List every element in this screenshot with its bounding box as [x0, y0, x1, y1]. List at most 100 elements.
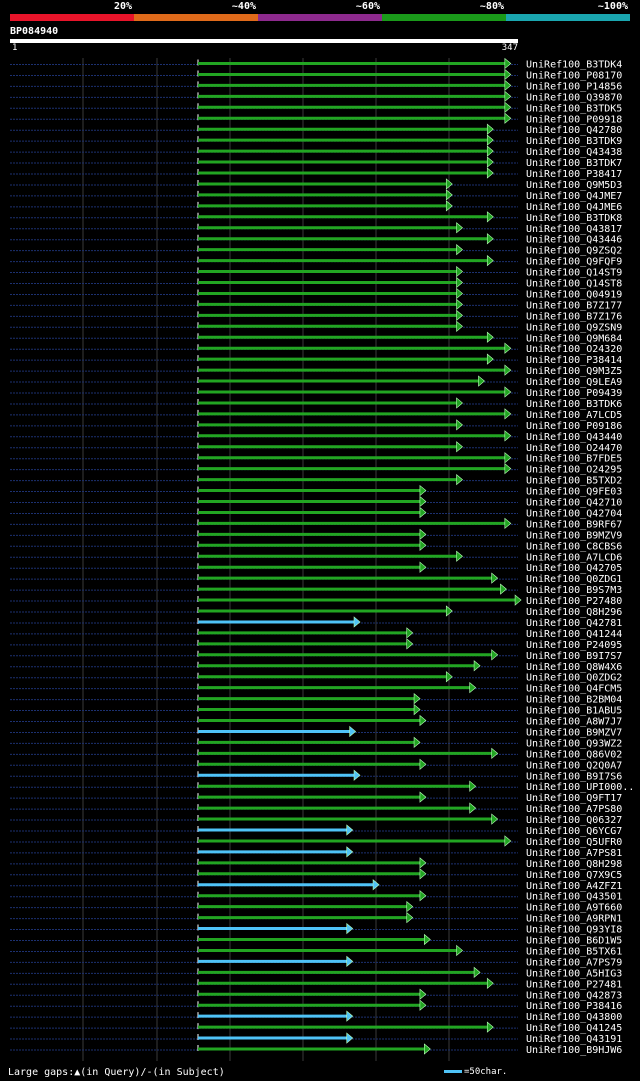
hit-row[interactable]: UniRef100_Q2Q0A7: [10, 758, 622, 771]
hit-label[interactable]: UniRef100_P09186: [526, 421, 622, 432]
hit-label[interactable]: UniRef100_B3TDK6: [526, 399, 622, 410]
hit-row[interactable]: UniRef100_P38416: [10, 999, 622, 1012]
hit-row[interactable]: UniRef100_B3TDK9: [10, 134, 622, 147]
hit-label[interactable]: UniRef100_Q4FCM5: [526, 684, 622, 695]
hit-row[interactable]: UniRef100_Q9FQF9: [10, 254, 622, 268]
hit-label[interactable]: UniRef100_B9S7M3: [526, 585, 622, 596]
hit-row[interactable]: UniRef100_P24095: [10, 638, 622, 651]
hit-row[interactable]: UniRef100_Q42710: [10, 495, 622, 509]
hit-row[interactable]: UniRef100_Q04919: [10, 287, 622, 300]
hit-label[interactable]: UniRef100_A9T660: [526, 903, 622, 914]
hit-row[interactable]: UniRef100_A9T660: [10, 901, 622, 914]
hit-row[interactable]: UniRef100_Q43800: [10, 1010, 622, 1023]
hit-row[interactable]: UniRef100_A7LCD6: [10, 550, 622, 563]
hit-label[interactable]: UniRef100_P24095: [526, 640, 622, 651]
hit-row[interactable]: UniRef100_B6D1W5: [10, 933, 622, 947]
hit-row[interactable]: UniRef100_Q42873: [10, 988, 622, 1001]
hit-row[interactable]: UniRef100_Q9ZSQ2: [10, 244, 622, 257]
hit-label[interactable]: UniRef100_Q93WZ2: [526, 738, 622, 749]
hit-row[interactable]: UniRef100_A7PS81: [10, 846, 622, 859]
hit-row[interactable]: UniRef100_Q0ZDG1: [10, 572, 622, 585]
hit-label[interactable]: UniRef100_P14856: [526, 81, 622, 92]
hit-row[interactable]: UniRef100_B9RF67: [10, 517, 622, 530]
hit-row[interactable]: UniRef100_P38414: [10, 353, 622, 366]
hit-row[interactable]: UniRef100_B9MZV7: [10, 725, 622, 738]
hit-row[interactable]: UniRef100_Q14ST8: [10, 276, 622, 290]
hit-label[interactable]: UniRef100_A7LCD5: [526, 410, 622, 421]
hit-row[interactable]: UniRef100_UPI000..: [10, 780, 634, 793]
hit-row[interactable]: UniRef100_P09186: [10, 419, 622, 432]
hit-label[interactable]: UniRef100_B1ABU5: [526, 706, 622, 717]
hit-label[interactable]: UniRef100_B6D1W5: [526, 936, 622, 947]
hit-label[interactable]: UniRef100_Q41244: [526, 629, 622, 640]
hit-row[interactable]: UniRef100_A7PS80: [10, 802, 622, 815]
hit-row[interactable]: UniRef100_B3TDK4: [10, 57, 622, 71]
hit-label[interactable]: UniRef100_B7Z176: [526, 311, 622, 322]
hit-row[interactable]: UniRef100_Q4JME7: [10, 189, 622, 202]
hit-row[interactable]: UniRef100_P08170: [10, 68, 622, 81]
hit-row[interactable]: UniRef100_Q0ZDG2: [10, 671, 622, 684]
hit-label[interactable]: UniRef100_Q9FE03: [526, 487, 622, 498]
hit-label[interactable]: UniRef100_B3TDK4: [526, 60, 622, 71]
hit-row[interactable]: UniRef100_O24320: [10, 342, 622, 355]
hit-row[interactable]: UniRef100_B3TDK5: [10, 101, 622, 114]
hit-row[interactable]: UniRef100_C8CBS6: [10, 539, 622, 552]
hit-label[interactable]: UniRef100_A9RPN1: [526, 914, 622, 925]
hit-row[interactable]: UniRef100_Q43440: [10, 430, 622, 443]
hit-label[interactable]: UniRef100_Q43440: [526, 432, 622, 443]
hit-row[interactable]: UniRef100_Q43501: [10, 890, 622, 903]
hit-label[interactable]: UniRef100_P08170: [526, 70, 622, 81]
hit-row[interactable]: UniRef100_A5HIG3: [10, 966, 622, 979]
hit-label[interactable]: UniRef100_Q9ZSQ2: [526, 246, 622, 257]
hit-row[interactable]: UniRef100_P38417: [10, 167, 622, 180]
hit-label[interactable]: UniRef100_Q41245: [526, 1023, 622, 1034]
hit-label[interactable]: UniRef100_Q14ST8: [526, 279, 622, 290]
hit-row[interactable]: UniRef100_O24295: [10, 463, 622, 476]
hit-row[interactable]: UniRef100_Q14ST9: [10, 265, 622, 279]
hit-label[interactable]: UniRef100_Q42781: [526, 618, 622, 629]
hit-label[interactable]: UniRef100_Q8H298: [526, 859, 622, 870]
hit-label[interactable]: UniRef100_Q42710: [526, 498, 622, 509]
hit-label[interactable]: UniRef100_Q9FQF9: [526, 257, 622, 268]
hit-label[interactable]: UniRef100_Q43817: [526, 224, 622, 235]
hit-row[interactable]: UniRef100_B2BM04: [10, 692, 622, 706]
hit-label[interactable]: UniRef100_Q06327: [526, 815, 622, 826]
hit-row[interactable]: UniRef100_B7Z177: [10, 298, 622, 311]
hit-label[interactable]: UniRef100_B7Z177: [526, 300, 622, 311]
hit-label[interactable]: UniRef100_B9HJW6: [526, 1045, 622, 1056]
hit-row[interactable]: UniRef100_Q8H298: [10, 857, 622, 870]
hit-label[interactable]: UniRef100_P27481: [526, 979, 622, 990]
hit-row[interactable]: UniRef100_Q9M3Z5: [10, 364, 622, 377]
hit-row[interactable]: UniRef100_B9I7S6: [10, 769, 622, 782]
hit-label[interactable]: UniRef100_Q42873: [526, 990, 622, 1001]
hit-label[interactable]: UniRef100_A8W7J7: [526, 717, 622, 728]
hit-label[interactable]: UniRef100_O24295: [526, 465, 622, 476]
hit-row[interactable]: UniRef100_A4ZFZ1: [10, 879, 622, 892]
hit-label[interactable]: UniRef100_O24470: [526, 443, 622, 454]
hit-label[interactable]: UniRef100_Q7X9C5: [526, 870, 622, 881]
hit-row[interactable]: UniRef100_Q4JME6: [10, 200, 622, 213]
hit-row[interactable]: UniRef100_B3TDK6: [10, 397, 622, 410]
hit-label[interactable]: UniRef100_Q0ZDG2: [526, 673, 622, 684]
hit-row[interactable]: UniRef100_Q6YCG7: [10, 824, 622, 837]
hit-label[interactable]: UniRef100_P38417: [526, 169, 622, 180]
hit-label[interactable]: UniRef100_Q9LEA9: [526, 377, 622, 388]
hit-label[interactable]: UniRef100_Q86V02: [526, 749, 622, 760]
hit-row[interactable]: UniRef100_Q39870: [10, 90, 622, 103]
hit-label[interactable]: UniRef100_A4ZFZ1: [526, 881, 622, 892]
hit-label[interactable]: UniRef100_B5TX61: [526, 946, 622, 957]
hit-label[interactable]: UniRef100_A7PS81: [526, 848, 622, 859]
hit-label[interactable]: UniRef100_A5HIG3: [526, 968, 622, 979]
hit-label[interactable]: UniRef100_Q9ZSN9: [526, 322, 622, 333]
hit-row[interactable]: UniRef100_A7LCD5: [10, 408, 622, 421]
hit-row[interactable]: UniRef100_B9MZV9: [10, 528, 622, 541]
hit-row[interactable]: UniRef100_B9I7S7: [10, 649, 622, 662]
hit-label[interactable]: UniRef100_B9RF67: [526, 519, 622, 530]
hit-label[interactable]: UniRef100_B5TXD2: [526, 476, 622, 487]
hit-row[interactable]: UniRef100_Q42780: [10, 123, 622, 136]
hit-row[interactable]: UniRef100_B5TXD2: [10, 473, 622, 487]
hit-row[interactable]: UniRef100_B9HJW6: [10, 1043, 622, 1056]
hit-row[interactable]: UniRef100_B7Z176: [10, 309, 622, 322]
hit-row[interactable]: UniRef100_Q42705: [10, 561, 622, 574]
hit-label[interactable]: UniRef100_A7PS80: [526, 804, 622, 815]
